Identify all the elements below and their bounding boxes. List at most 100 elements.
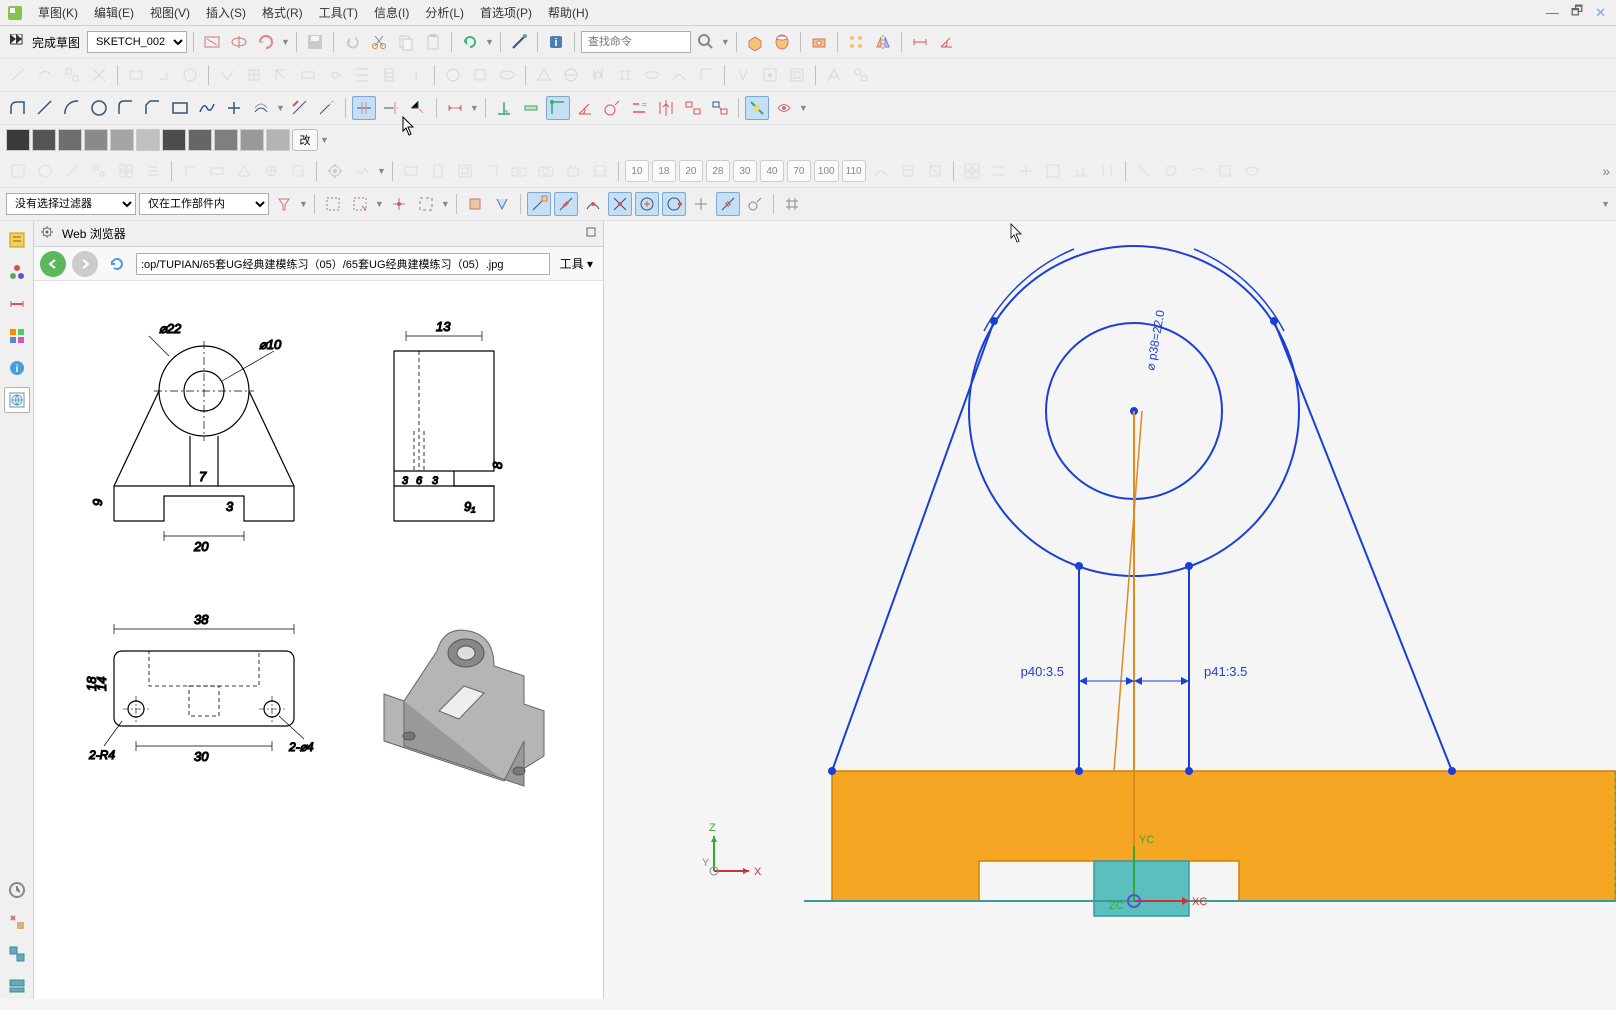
dim-size-button[interactable]: 40	[760, 160, 784, 182]
revolve-icon[interactable]	[770, 30, 794, 54]
constraint-equal-icon[interactable]: =	[627, 96, 651, 120]
tab-part-nav-icon[interactable]	[4, 227, 30, 253]
menu-view[interactable]: 视图(V)	[142, 4, 198, 21]
finish-sketch-button[interactable]: 完成草图	[6, 34, 84, 51]
color-swatch[interactable]	[110, 129, 134, 151]
color-swatch[interactable]	[32, 129, 56, 151]
constraint-show-icon[interactable]	[546, 96, 570, 120]
snap-center-icon[interactable]	[635, 192, 659, 216]
constraint-perp-icon[interactable]	[492, 96, 516, 120]
sel-icon[interactable]	[414, 192, 438, 216]
menu-help[interactable]: 帮助(H)	[540, 4, 597, 21]
spline-icon[interactable]	[195, 96, 219, 120]
filter-icon[interactable]	[272, 192, 296, 216]
search-icon[interactable]	[694, 30, 718, 54]
hole-icon[interactable]	[807, 30, 831, 54]
tab-sys-icon[interactable]	[4, 973, 30, 999]
color-swatch[interactable]	[84, 129, 108, 151]
constraint-angle-icon[interactable]	[573, 96, 597, 120]
constraint-collinear-icon[interactable]	[681, 96, 705, 120]
sel-icon[interactable]	[321, 192, 345, 216]
tab-roles-icon[interactable]	[4, 941, 30, 967]
color-swatch[interactable]	[214, 129, 238, 151]
dim-size-button[interactable]: 28	[706, 160, 730, 182]
color-swatch[interactable]	[136, 129, 160, 151]
dim-size-button[interactable]: 20	[679, 160, 703, 182]
color-swatch[interactable]	[58, 129, 82, 151]
rectangle-icon[interactable]	[168, 96, 192, 120]
menu-insert[interactable]: 插入(S)	[198, 4, 254, 21]
quick-trim-icon[interactable]	[352, 96, 376, 120]
back-button[interactable]	[40, 251, 66, 277]
dim-size-button[interactable]: 30	[733, 160, 757, 182]
swatch-change-button[interactable]: 改	[292, 129, 318, 151]
offset-curve-icon[interactable]	[249, 96, 273, 120]
sketch-name-dropdown[interactable]: SKETCH_002	[87, 31, 187, 53]
browser-tools-dropdown[interactable]: 工具 ▾	[556, 255, 597, 272]
color-swatch[interactable]	[162, 129, 186, 151]
menu-analysis[interactable]: 分析(L)	[417, 4, 472, 21]
tab-process-icon[interactable]	[4, 909, 30, 935]
snap-end-icon[interactable]	[527, 192, 551, 216]
update-icon[interactable]	[254, 30, 278, 54]
snap-exist-icon[interactable]	[689, 192, 713, 216]
tab-browser-icon[interactable]	[4, 387, 30, 413]
menu-format[interactable]: 格式(R)	[254, 4, 311, 21]
orient-icon[interactable]	[200, 30, 224, 54]
snap-mid-icon[interactable]	[554, 192, 578, 216]
extend-icon[interactable]	[315, 96, 339, 120]
graphics-viewport[interactable]: p40:3.5p41:3.5⌀ p38=22.0XZYXCYCZC	[604, 221, 1616, 999]
info-icon[interactable]: i	[544, 30, 568, 54]
mirror-icon[interactable]	[871, 30, 895, 54]
color-swatch[interactable]	[188, 129, 212, 151]
pin-icon[interactable]	[585, 226, 597, 241]
snap-quad-icon[interactable]	[662, 192, 686, 216]
chamfer-icon[interactable]	[141, 96, 165, 120]
menu-sketch[interactable]: 草图(K)	[30, 4, 86, 21]
color-swatch[interactable]	[6, 129, 30, 151]
measure-angle-icon[interactable]	[935, 30, 959, 54]
snap-ctrl-icon[interactable]	[581, 192, 605, 216]
pattern-icon[interactable]	[844, 30, 868, 54]
scope-filter-dropdown[interactable]: 仅在工作部件内	[139, 193, 269, 215]
url-input[interactable]	[136, 253, 550, 275]
trim-icon[interactable]	[288, 96, 312, 120]
snap-tangent-icon[interactable]	[743, 192, 767, 216]
constraint-sym-icon[interactable]	[654, 96, 678, 120]
reattach-icon[interactable]	[227, 30, 251, 54]
constraint-horiz-icon[interactable]	[519, 96, 543, 120]
sel-icon[interactable]	[463, 192, 487, 216]
dim-size-button[interactable]: 110	[842, 160, 866, 182]
auto-constraint-icon[interactable]	[745, 96, 769, 120]
tab-reuse-icon[interactable]	[4, 323, 30, 349]
arc-icon[interactable]	[60, 96, 84, 120]
extrude-icon[interactable]	[743, 30, 767, 54]
color-swatch[interactable]	[240, 129, 264, 151]
make-corner-icon[interactable]	[406, 96, 430, 120]
dim-size-button[interactable]: 100	[814, 160, 839, 182]
selection-filter-dropdown[interactable]: 没有选择过滤器	[6, 193, 136, 215]
line-icon[interactable]	[33, 96, 57, 120]
forward-button[interactable]	[72, 251, 98, 277]
command-search-input[interactable]	[581, 31, 691, 53]
dim-size-button[interactable]: 70	[787, 160, 811, 182]
tab-history-icon[interactable]	[4, 877, 30, 903]
line-tool-icon[interactable]	[507, 30, 531, 54]
dim-size-button[interactable]: 10	[625, 160, 649, 182]
quick-extend-icon[interactable]	[379, 96, 403, 120]
menu-tools[interactable]: 工具(T)	[311, 4, 366, 21]
menu-edit[interactable]: 编辑(E)	[86, 4, 142, 21]
sel-icon[interactable]	[348, 192, 372, 216]
tab-constraint-icon[interactable]	[4, 291, 30, 317]
window-close[interactable]: ✕	[1591, 5, 1610, 21]
constraint-tangent-icon[interactable]	[600, 96, 624, 120]
show-constraint-icon[interactable]	[772, 96, 796, 120]
window-minimize[interactable]: —	[1542, 5, 1563, 20]
point-icon[interactable]	[222, 96, 246, 120]
refresh-button[interactable]	[104, 251, 130, 277]
dim-size-button[interactable]: 18	[652, 160, 676, 182]
gear-icon[interactable]	[40, 225, 54, 242]
color-swatch[interactable]	[266, 129, 290, 151]
dim-icon[interactable]	[443, 96, 467, 120]
sel-icon[interactable]	[490, 192, 514, 216]
